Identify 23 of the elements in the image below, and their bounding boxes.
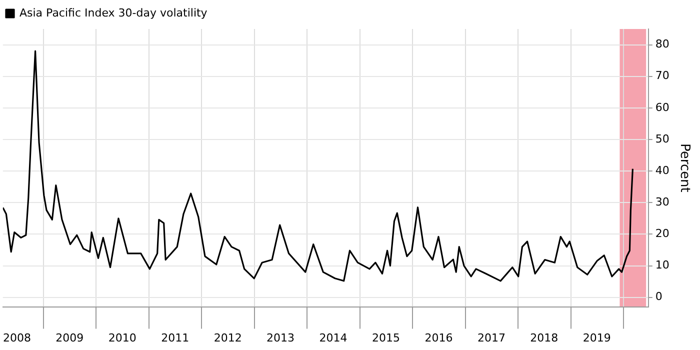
y-tick-label: 70 <box>655 69 670 82</box>
x-tick-label: 2017 <box>477 331 506 344</box>
legend-label: Asia Pacific Index 30-day volatility <box>20 6 208 20</box>
x-tick-label: 2009 <box>56 331 84 344</box>
y-tick-label: 10 <box>655 258 670 272</box>
y-axis-title: Percent <box>676 143 692 192</box>
x-tick-label: 2019 <box>582 331 611 344</box>
y-tick-label: 50 <box>655 132 670 146</box>
y-tick-label: 60 <box>655 100 670 114</box>
x-tick-label: 2008 <box>2 331 31 344</box>
y-tick-label: 80 <box>655 38 670 51</box>
y-tick-label: 20 <box>655 227 670 240</box>
y-tick-label: 40 <box>655 164 670 177</box>
x-tick-label: 2011 <box>161 331 190 344</box>
x-tick-label: 2012 <box>214 331 242 344</box>
x-tick-label: 2018 <box>530 331 558 344</box>
x-tick-label: 2016 <box>424 331 453 344</box>
y-tick-label: 0 <box>655 290 662 304</box>
x-tick-label: 2013 <box>266 331 295 344</box>
x-tick-label: 2014 <box>319 331 348 344</box>
x-tick-label: 2015 <box>372 331 400 344</box>
y-tick-label: 30 <box>655 195 670 208</box>
x-tick-label: 2010 <box>108 331 136 344</box>
